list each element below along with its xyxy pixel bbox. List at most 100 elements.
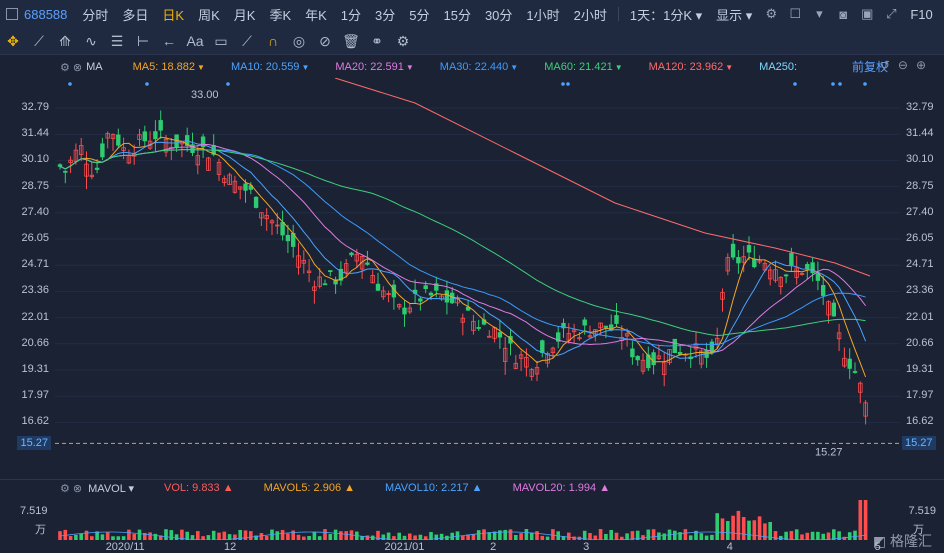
wave-tool-icon[interactable]: ∿ xyxy=(85,32,97,49)
hide-tool-icon[interactable]: ⊘ xyxy=(319,32,331,49)
period-3min[interactable]: 3分 xyxy=(375,7,396,23)
volume-bar xyxy=(264,535,269,540)
channel-tool-icon[interactable]: ⟰ xyxy=(59,32,71,49)
candle-body xyxy=(269,220,275,224)
candle-body xyxy=(863,402,868,417)
ma250-value: MA250: xyxy=(759,61,798,73)
gear-icon[interactable]: ⚙ xyxy=(396,32,410,49)
price-tick-label: 19.31 xyxy=(21,363,49,375)
display-menu[interactable]: 显示 ▾ xyxy=(716,7,753,23)
candle-body xyxy=(540,340,545,353)
volume-bar xyxy=(524,529,529,540)
candle-body xyxy=(264,215,269,220)
settings-icon[interactable]: ⚙ ⊗ xyxy=(60,61,83,74)
volume-bar xyxy=(222,531,227,540)
select-checkbox[interactable] xyxy=(6,8,18,20)
candle-body xyxy=(243,183,248,191)
volume-bar xyxy=(143,532,147,540)
candle-body xyxy=(349,252,354,256)
window-icon[interactable]: ☐ xyxy=(789,6,802,21)
period-jik[interactable]: 季K xyxy=(269,7,292,23)
price-tick-label: 27.40 xyxy=(906,205,934,218)
volume-bar xyxy=(466,534,470,540)
image-icon[interactable]: ▣ xyxy=(861,6,874,21)
settings-icon[interactable]: ⚙ ⊗ xyxy=(60,482,83,495)
volume-bar xyxy=(185,531,189,540)
fullscreen-icon[interactable]: ⤢ xyxy=(886,6,897,21)
volume-bar xyxy=(95,531,99,540)
stock-code[interactable]: 688588 xyxy=(24,6,68,22)
eye-tool-icon[interactable]: ◎ xyxy=(292,32,306,49)
line-tool-icon[interactable]: ⟋ xyxy=(34,32,44,49)
candle-body xyxy=(434,283,439,291)
volume-chart[interactable] xyxy=(55,496,900,540)
candle-body xyxy=(471,320,476,331)
period-zhouk[interactable]: 周K xyxy=(198,7,220,23)
camera-icon[interactable]: ◙ xyxy=(839,6,848,22)
volume-bar xyxy=(847,532,852,540)
fuquan-toggle[interactable]: 前复权 xyxy=(851,60,888,74)
candle-body xyxy=(338,268,344,281)
ma-line xyxy=(59,148,866,336)
range-tool-icon[interactable]: ⊢ xyxy=(136,32,150,49)
period-5min[interactable]: 5分 xyxy=(409,7,430,23)
comment-tool-icon[interactable]: ▭ xyxy=(214,32,228,49)
crosshair-icon[interactable]: ✥ xyxy=(7,32,19,49)
candle-body xyxy=(582,319,587,326)
volume-bar xyxy=(535,531,539,540)
ruler-tool-icon[interactable]: ⟋ xyxy=(242,32,252,49)
volume-bar xyxy=(503,529,507,540)
candle-body xyxy=(534,367,540,375)
candle-body xyxy=(487,335,492,338)
f10-link[interactable]: F10 xyxy=(910,6,933,22)
date-tick-label: 12 xyxy=(224,541,237,553)
layout-dropdown-icon[interactable]: ▾ xyxy=(816,6,823,21)
ma-line xyxy=(59,140,867,359)
period-rik[interactable]: 日K xyxy=(162,7,185,23)
magnet-icon[interactable]: ∩ xyxy=(267,33,279,49)
text-tool-icon[interactable]: Aa xyxy=(186,33,204,49)
date-tick-label: 2020/11 xyxy=(105,541,145,553)
chart-controls[interactable]: ↺⊖⊕ xyxy=(879,58,934,72)
volume-bar xyxy=(413,535,417,540)
high-price-label: 33.00 xyxy=(191,89,219,101)
price-tick-label: 22.01 xyxy=(21,310,49,323)
period-duori[interactable]: 多日 xyxy=(122,7,149,23)
mavol-label: MAVOL ▾ xyxy=(88,482,135,495)
price-tick-label: 19.31 xyxy=(906,363,934,375)
period-yuek[interactable]: 月K xyxy=(233,7,256,23)
candle-body xyxy=(455,298,460,304)
candle-body xyxy=(386,293,391,296)
period-2hour[interactable]: 2小时 xyxy=(573,7,607,23)
period-niank[interactable]: 年K xyxy=(305,7,327,23)
volume-bar xyxy=(683,529,688,540)
volume-bar xyxy=(360,536,364,540)
volume-bar xyxy=(105,532,110,540)
price-tick-label: 27.40 xyxy=(21,205,49,218)
candle-body xyxy=(78,145,84,155)
candle-body xyxy=(635,355,640,361)
candlestick-chart[interactable]: 33.00 15.27 xyxy=(55,78,900,478)
volume-bar xyxy=(58,531,62,540)
volume-axis-unit: 万 xyxy=(35,524,46,536)
range-select[interactable]: 1天：1分K ▾ xyxy=(629,7,703,23)
fib-tool-icon[interactable]: ☰ xyxy=(110,32,124,49)
candle-body xyxy=(768,269,773,280)
settings-icon[interactable]: ⚙ xyxy=(765,6,778,21)
ma120-line xyxy=(334,78,871,277)
candle-body xyxy=(280,222,285,236)
trash-icon[interactable]: 🗑 xyxy=(342,32,360,49)
arrow-tool-icon[interactable]: ← xyxy=(162,33,176,49)
ma30-value: MA30: 22.440 ▼ xyxy=(439,61,519,73)
price-tick-label: 20.66 xyxy=(21,336,49,349)
link-icon[interactable]: ⚭ xyxy=(371,32,383,49)
period-15min[interactable]: 15分 xyxy=(443,7,471,23)
mavol10-value: MAVOL10: 2.217 ▲ xyxy=(385,482,483,494)
period-30min[interactable]: 30分 xyxy=(484,7,513,23)
period-1hour[interactable]: 1小时 xyxy=(526,7,560,23)
period-fenshi[interactable]: 分时 xyxy=(82,7,109,23)
volume-bar xyxy=(317,536,322,540)
volume-bar xyxy=(763,523,767,540)
candle-body xyxy=(513,362,518,369)
period-1min[interactable]: 1分 xyxy=(340,7,362,23)
